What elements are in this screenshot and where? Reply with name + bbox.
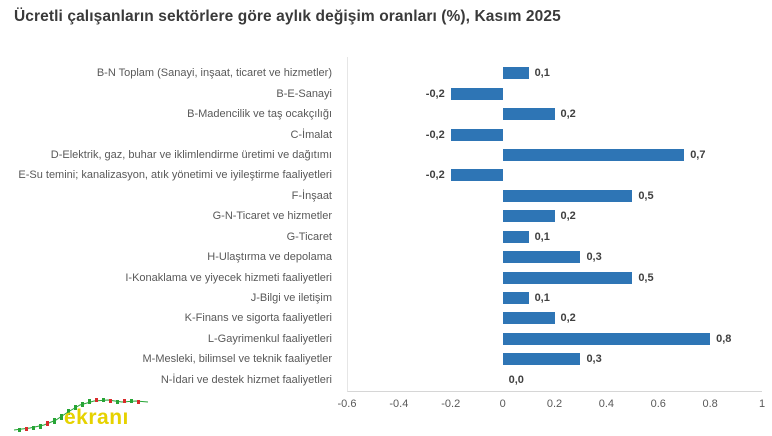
x-tick-label: 1 bbox=[758, 398, 766, 410]
bar bbox=[502, 148, 685, 161]
value-label: -0,2 bbox=[425, 128, 445, 141]
category-label: E-Su temini; kanalizasyon, atık yönetimi… bbox=[18, 169, 332, 182]
x-tick-label: 0.8 bbox=[702, 398, 718, 410]
row-plot: 0,5 bbox=[347, 267, 762, 287]
logo-candlesticks bbox=[18, 398, 140, 432]
category-label: L-Gayrimenkul faaliyetleri bbox=[207, 332, 332, 345]
chart-row: D-Elektrik, gaz, buhar ve iklimlendirme … bbox=[0, 145, 762, 165]
value-label: 0,7 bbox=[690, 148, 706, 161]
chart-row: C-İmalat -0,2 bbox=[0, 124, 762, 144]
row-plot: 0,5 bbox=[347, 186, 762, 206]
row-plot: 0,3 bbox=[347, 349, 762, 369]
chart-row: F-İnşaat 0,5 bbox=[0, 186, 762, 206]
row-plot: 0,0 bbox=[347, 370, 762, 390]
category-label: N-İdari ve destek hizmet faaliyetleri bbox=[160, 373, 332, 386]
value-label: 0,3 bbox=[586, 251, 602, 264]
chart-row: G-N-Ticaret ve hizmetler 0,2 bbox=[0, 206, 762, 226]
bar bbox=[502, 210, 555, 223]
logo-text: ekranı bbox=[64, 406, 129, 429]
bar bbox=[450, 169, 503, 182]
row-plot: 0,2 bbox=[347, 206, 762, 226]
value-label: 0,1 bbox=[534, 67, 550, 80]
x-tick-label: 0.2 bbox=[546, 398, 563, 410]
row-plot: 0,1 bbox=[347, 227, 762, 247]
bar bbox=[502, 271, 633, 284]
bar bbox=[502, 108, 555, 121]
row-plot: 0,3 bbox=[347, 247, 762, 267]
x-tick-label: -0.6 bbox=[337, 398, 357, 410]
chart-row: E-Su temini; kanalizasyon, atık yönetimi… bbox=[0, 165, 762, 185]
category-label: B-E-Sanayi bbox=[276, 87, 332, 100]
x-axis: -0.6 -0.4 -0.2 0 0.2 0.4 0.6 0.8 1 bbox=[338, 398, 766, 414]
row-plot: 0,8 bbox=[347, 329, 762, 349]
bar bbox=[502, 332, 711, 345]
chart-row: G-Ticaret 0,1 bbox=[0, 227, 762, 247]
bar bbox=[502, 312, 555, 325]
plot-area-frame bbox=[347, 57, 762, 392]
chart-row: K-Finans ve sigorta faaliyetleri 0,2 bbox=[0, 308, 762, 328]
row-plot: 0,1 bbox=[347, 63, 762, 83]
x-tick-label: -0.2 bbox=[441, 398, 461, 410]
x-tick-label: 0 bbox=[499, 398, 506, 410]
page-title: Ücretli çalışanların sektörlere göre ayl… bbox=[14, 8, 561, 25]
chart-row: M-Mesleki, bilimsel ve teknik faaliyetle… bbox=[0, 349, 762, 369]
bar bbox=[502, 67, 529, 80]
category-label: J-Bilgi ve iletişim bbox=[250, 292, 332, 305]
value-label: 0,5 bbox=[638, 271, 654, 284]
bar bbox=[450, 87, 503, 100]
row-plot: 0,1 bbox=[347, 288, 762, 308]
row-plot: 0,2 bbox=[347, 104, 762, 124]
category-label: D-Elektrik, gaz, buhar ve iklimlendirme … bbox=[50, 148, 332, 161]
bar bbox=[450, 128, 503, 141]
value-label: 0,2 bbox=[560, 108, 576, 121]
chart-row: I-Konaklama ve yiyecek hizmeti faaliyetl… bbox=[0, 267, 762, 287]
bar bbox=[502, 292, 529, 305]
bar bbox=[502, 230, 529, 243]
category-label: B-N Toplam (Sanayi, inşaat, ticaret ve h… bbox=[96, 67, 332, 80]
x-tick-label: 0.6 bbox=[650, 398, 666, 410]
bar bbox=[502, 353, 581, 366]
chart-row: B-E-Sanayi -0,2 bbox=[0, 83, 762, 103]
category-label: I-Konaklama ve yiyecek hizmeti faaliyetl… bbox=[125, 271, 332, 284]
category-label: H-Ulaştırma ve depolama bbox=[207, 251, 332, 264]
row-plot: -0,2 bbox=[347, 83, 762, 103]
row-plot: 0,2 bbox=[347, 308, 762, 328]
category-label: G-N-Ticaret ve hizmetler bbox=[212, 210, 332, 223]
value-label: 0,5 bbox=[638, 189, 654, 202]
value-label: 0,0 bbox=[508, 373, 524, 386]
category-label: M-Mesleki, bilimsel ve teknik faaliyetle… bbox=[142, 353, 333, 366]
value-label: 0,8 bbox=[716, 332, 732, 345]
x-tick-label: 0.4 bbox=[598, 398, 615, 410]
row-plot: -0,2 bbox=[347, 124, 762, 144]
row-plot: -0,2 bbox=[347, 165, 762, 185]
category-label: F-İnşaat bbox=[291, 189, 332, 202]
value-label: 0,2 bbox=[560, 210, 576, 223]
row-plot: 0,7 bbox=[347, 145, 762, 165]
bar bbox=[502, 189, 633, 202]
category-label: G-Ticaret bbox=[286, 230, 332, 243]
value-label: 0,2 bbox=[560, 312, 576, 325]
value-label: 0,1 bbox=[534, 292, 550, 305]
chart-row: B-Madencilik ve taş ocakçılığı 0,2 bbox=[0, 104, 762, 124]
ekrani-logo: ekranı bbox=[12, 394, 152, 436]
value-label: 0,3 bbox=[586, 353, 602, 366]
category-label: K-Finans ve sigorta faaliyetleri bbox=[184, 312, 332, 325]
chart-row: N-İdari ve destek hizmet faaliyetleri 0,0 bbox=[0, 370, 762, 390]
value-label: -0,2 bbox=[425, 169, 445, 182]
chart-row: L-Gayrimenkul faaliyetleri 0,8 bbox=[0, 329, 762, 349]
x-tick-label: -0.4 bbox=[389, 398, 409, 410]
chart-row: B-N Toplam (Sanayi, inşaat, ticaret ve h… bbox=[0, 63, 762, 83]
value-label: -0,2 bbox=[425, 87, 445, 100]
chart-row: J-Bilgi ve iletişim 0,1 bbox=[0, 288, 762, 308]
chart-rows: B-N Toplam (Sanayi, inşaat, ticaret ve h… bbox=[0, 63, 762, 390]
value-label: 0,1 bbox=[534, 230, 550, 243]
bar bbox=[502, 251, 581, 264]
chart-row: H-Ulaştırma ve depolama 0,3 bbox=[0, 247, 762, 267]
category-label: C-İmalat bbox=[290, 128, 332, 141]
category-label: B-Madencilik ve taş ocakçılığı bbox=[187, 108, 332, 121]
